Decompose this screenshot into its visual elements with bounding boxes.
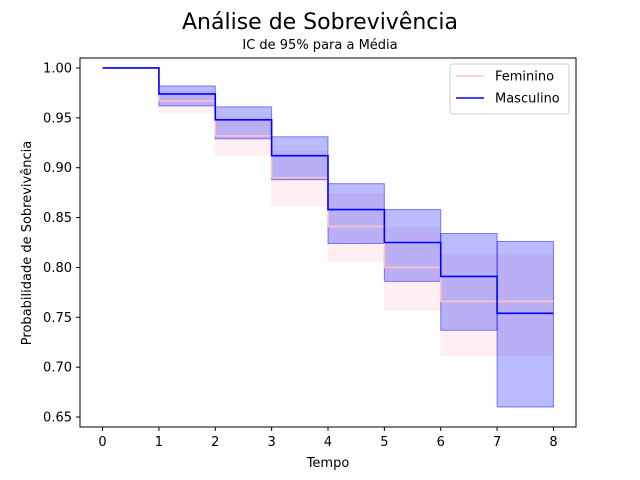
ci-band-feminino-4 <box>327 193 385 262</box>
x-axis-label: Tempo <box>306 456 350 471</box>
x-tick-label: 0 <box>98 435 106 450</box>
y-axis-label: Probabilidade de Sobrevivência <box>20 141 35 345</box>
y-tick-label: 0.65 <box>43 411 72 426</box>
y-tick-label: 0.90 <box>43 161 72 176</box>
y-axis: 0.65 0.70 0.75 0.80 0.85 0.90 0.95 1.00 <box>43 61 80 426</box>
y-tick-label: 1.00 <box>43 61 72 76</box>
y-tick-label: 0.85 <box>43 211 72 226</box>
series-lines <box>102 67 554 315</box>
y-tick-label: 0.80 <box>43 261 72 276</box>
chart-title: Análise de Sobrevivência <box>182 10 458 35</box>
x-tick-label: 1 <box>155 435 163 450</box>
ci-band-feminino-7 <box>496 253 554 356</box>
y-tick-label: 0.75 <box>43 311 72 326</box>
ci-band-masculino-2 <box>214 106 273 140</box>
x-tick-label: 4 <box>324 435 332 450</box>
series-line-masculino <box>102 67 554 315</box>
x-tick-label: 5 <box>380 435 388 450</box>
legend-label-masculino: Masculino <box>495 92 560 107</box>
legend-label-feminino: Feminino <box>495 70 554 85</box>
y-tick-label: 0.95 <box>43 111 72 126</box>
x-tick-label: 6 <box>437 435 445 450</box>
x-tick-label: 8 <box>549 435 557 450</box>
legend: Feminino Masculino <box>449 63 570 115</box>
ci-band-masculino-6 <box>440 233 498 331</box>
x-tick-label: 2 <box>211 435 219 450</box>
chart-subtitle: IC de 95% para a Média <box>242 38 397 53</box>
x-tick-label: 3 <box>267 435 275 450</box>
x-axis: 0 1 2 3 4 5 6 7 8 <box>98 427 558 450</box>
ci-band-feminino-5 <box>383 227 442 311</box>
x-tick-label: 7 <box>493 435 501 450</box>
ci-band-masculino-5 <box>383 209 442 282</box>
ci-band-masculino-3 <box>271 136 329 181</box>
ci-band-masculino-4 <box>327 183 385 244</box>
ci-band-masculino-7 <box>496 241 554 408</box>
ci-band-masculino-1 <box>158 85 216 107</box>
y-tick-label: 0.70 <box>43 361 72 376</box>
ci-band-feminino-6 <box>440 253 498 356</box>
confidence-bands <box>158 85 554 408</box>
